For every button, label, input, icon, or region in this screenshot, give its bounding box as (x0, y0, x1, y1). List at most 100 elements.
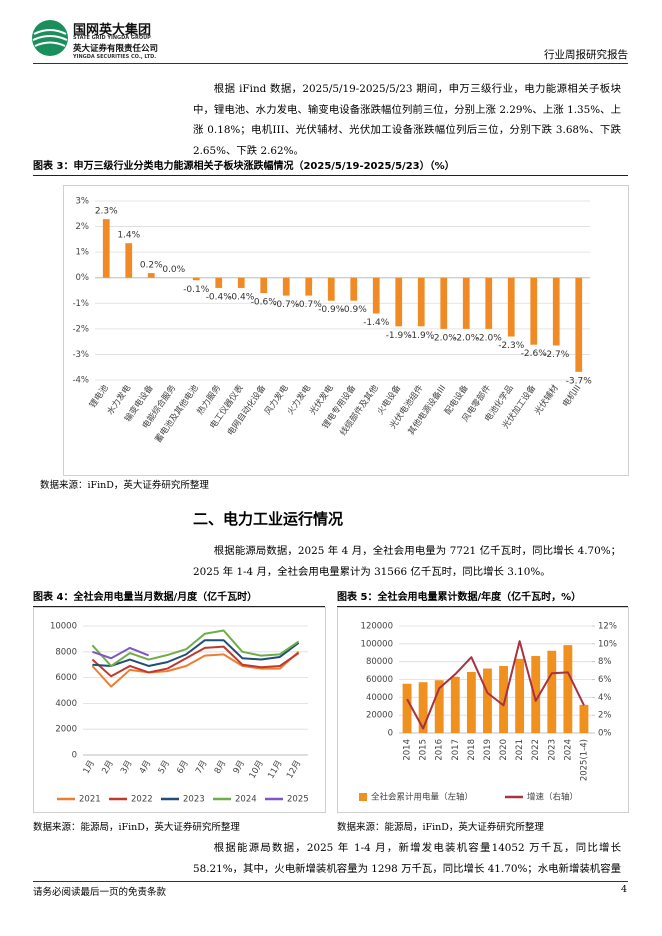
legend-swatch (359, 793, 367, 801)
bar (547, 650, 557, 733)
bar (260, 277, 268, 294)
data-label: -0.9% (341, 305, 368, 315)
x-tick-label: 5月 (157, 759, 173, 776)
bar (350, 277, 358, 301)
data-label: -1.9% (408, 331, 435, 341)
bar (552, 277, 560, 346)
paragraph: 根据能源局数据，2025 年 4 月，全社会用电量为 7721 亿千瓦时，同比增… (193, 545, 621, 578)
bar (372, 277, 380, 314)
x-tick-label: 2021 (515, 739, 525, 761)
x-tick-label: 锂电池 (87, 382, 111, 410)
x-tick-label: 8月 (213, 759, 229, 776)
legend-label: 2023 (183, 795, 205, 805)
legend-label: 2021 (79, 795, 101, 805)
y2-tick-label: 4% (598, 693, 612, 703)
data-label: 0.0% (162, 265, 185, 275)
y2-tick-label: 12% (598, 622, 617, 632)
figure-caption: 图表 3：申万三级行业分类电力能源相关子板块涨跌幅情况（2025/5/19-20… (33, 157, 628, 176)
bar (499, 666, 508, 733)
data-label: -0.9% (318, 305, 345, 315)
y-tick-label: 60000 (366, 675, 393, 685)
data-label: -2.6% (521, 349, 548, 359)
header-rule (33, 63, 628, 64)
data-label: -2.7% (543, 350, 570, 360)
x-tick-label: 2022 (531, 739, 541, 761)
legend-label: 增速（右轴） (527, 792, 578, 803)
y-tick-label: -1% (72, 299, 89, 309)
y-tick-label: 4000 (55, 699, 77, 709)
company-name: 英大证券有限责任公司 (73, 44, 159, 54)
bar (282, 277, 290, 296)
y-tick-label: 1% (76, 248, 90, 258)
line-series (91, 629, 300, 667)
bar (531, 655, 541, 733)
paragraph: 根据能源局数据，2025 年 1-4 月，新增发电装机容量14052 万千瓦，同… (193, 842, 621, 875)
x-tick-label: 2023 (547, 739, 557, 761)
line-series (406, 640, 585, 730)
data-label: -2.0% (453, 333, 480, 343)
data-label: -2.0% (476, 333, 503, 343)
y2-tick-label: 0% (598, 729, 612, 739)
x-tick-label: 2月 (100, 759, 116, 776)
line-series (91, 645, 300, 678)
y-tick-label: 20000 (366, 711, 393, 721)
chart: 0 20000 40000 60000 80000 100000 120000 0% 2% 4% 6… (359, 622, 617, 803)
page-number: 4 (621, 884, 628, 895)
bar (485, 277, 493, 329)
data-label: 2.3% (95, 207, 118, 217)
data-label: -0.6% (251, 298, 278, 308)
y-tick-label: 6000 (55, 673, 77, 683)
bar (462, 277, 470, 329)
line-series (92, 646, 150, 660)
y2-tick-label: 10% (598, 639, 617, 649)
y-tick-label: 8000 (55, 647, 77, 657)
y-tick-label: -2% (72, 324, 89, 334)
chart: 3%2%1%0%-1%-2%-3%-4%锂电池水力发电输变电设备电能综合服务蓄电… (72, 197, 592, 445)
data-label: -0.7% (273, 300, 300, 310)
x-tick-label: 2018 (467, 739, 477, 761)
y-tick-label: 3% (76, 197, 90, 207)
y-tick-label: 0 (72, 751, 77, 761)
bar (530, 277, 538, 345)
bar (417, 277, 425, 327)
y2-tick-label: 8% (598, 657, 612, 667)
x-tick-label: 2017 (451, 739, 461, 761)
report-type: 行业周报研究报告 (544, 49, 628, 61)
y2-tick-label: 2% (598, 711, 612, 721)
bar (440, 277, 448, 329)
x-tick-label: 2015 (419, 739, 429, 761)
bar (237, 277, 245, 288)
company-name-en: YINGDA SECURITIES CO., LTD. (73, 54, 157, 60)
bar (450, 676, 460, 733)
data-label: -1.4% (363, 318, 390, 328)
y-tick-label: 80000 (366, 657, 393, 667)
x-tick-label: 2016 (435, 739, 445, 761)
x-tick-label: 12月 (285, 759, 303, 781)
x-tick-label: 11月 (266, 759, 284, 781)
bar (192, 277, 200, 281)
y-tick-label: 0 (388, 729, 393, 739)
data-label: -2.0% (431, 333, 458, 343)
bar (418, 682, 428, 733)
x-tick-label: 电机III (560, 383, 583, 409)
figure-source: 数据来源：能源局，iFinD，英大证券研究所整理 (337, 822, 544, 833)
y-tick-label: 120000 (361, 622, 393, 632)
x-tick-label: 2024 (563, 739, 573, 761)
x-tick-label: 2019 (483, 739, 493, 761)
line-series (91, 651, 300, 688)
bar (434, 680, 444, 733)
x-tick-label: 4月 (138, 759, 154, 776)
line-series (92, 639, 300, 667)
figure-caption: 图表 4：全社会用电量当月数据/月度（亿千瓦时） (33, 588, 325, 607)
figure-source: 数据来源：能源局，iFinD，英大证券研究所整理 (33, 822, 240, 833)
data-label: 1.4% (117, 231, 140, 241)
paragraph: 根据 iFind 数据，2025/5/19-2025/5/23 期间，申万三级行… (193, 83, 621, 157)
bar (563, 645, 573, 733)
data-label: -1.9% (386, 331, 413, 341)
logo-icon (32, 20, 68, 56)
data-label: -0.7% (296, 300, 323, 310)
y-tick-label: -4% (72, 376, 89, 386)
section-heading: 二、电力工业运行情况 (193, 510, 344, 528)
bar (327, 277, 335, 301)
